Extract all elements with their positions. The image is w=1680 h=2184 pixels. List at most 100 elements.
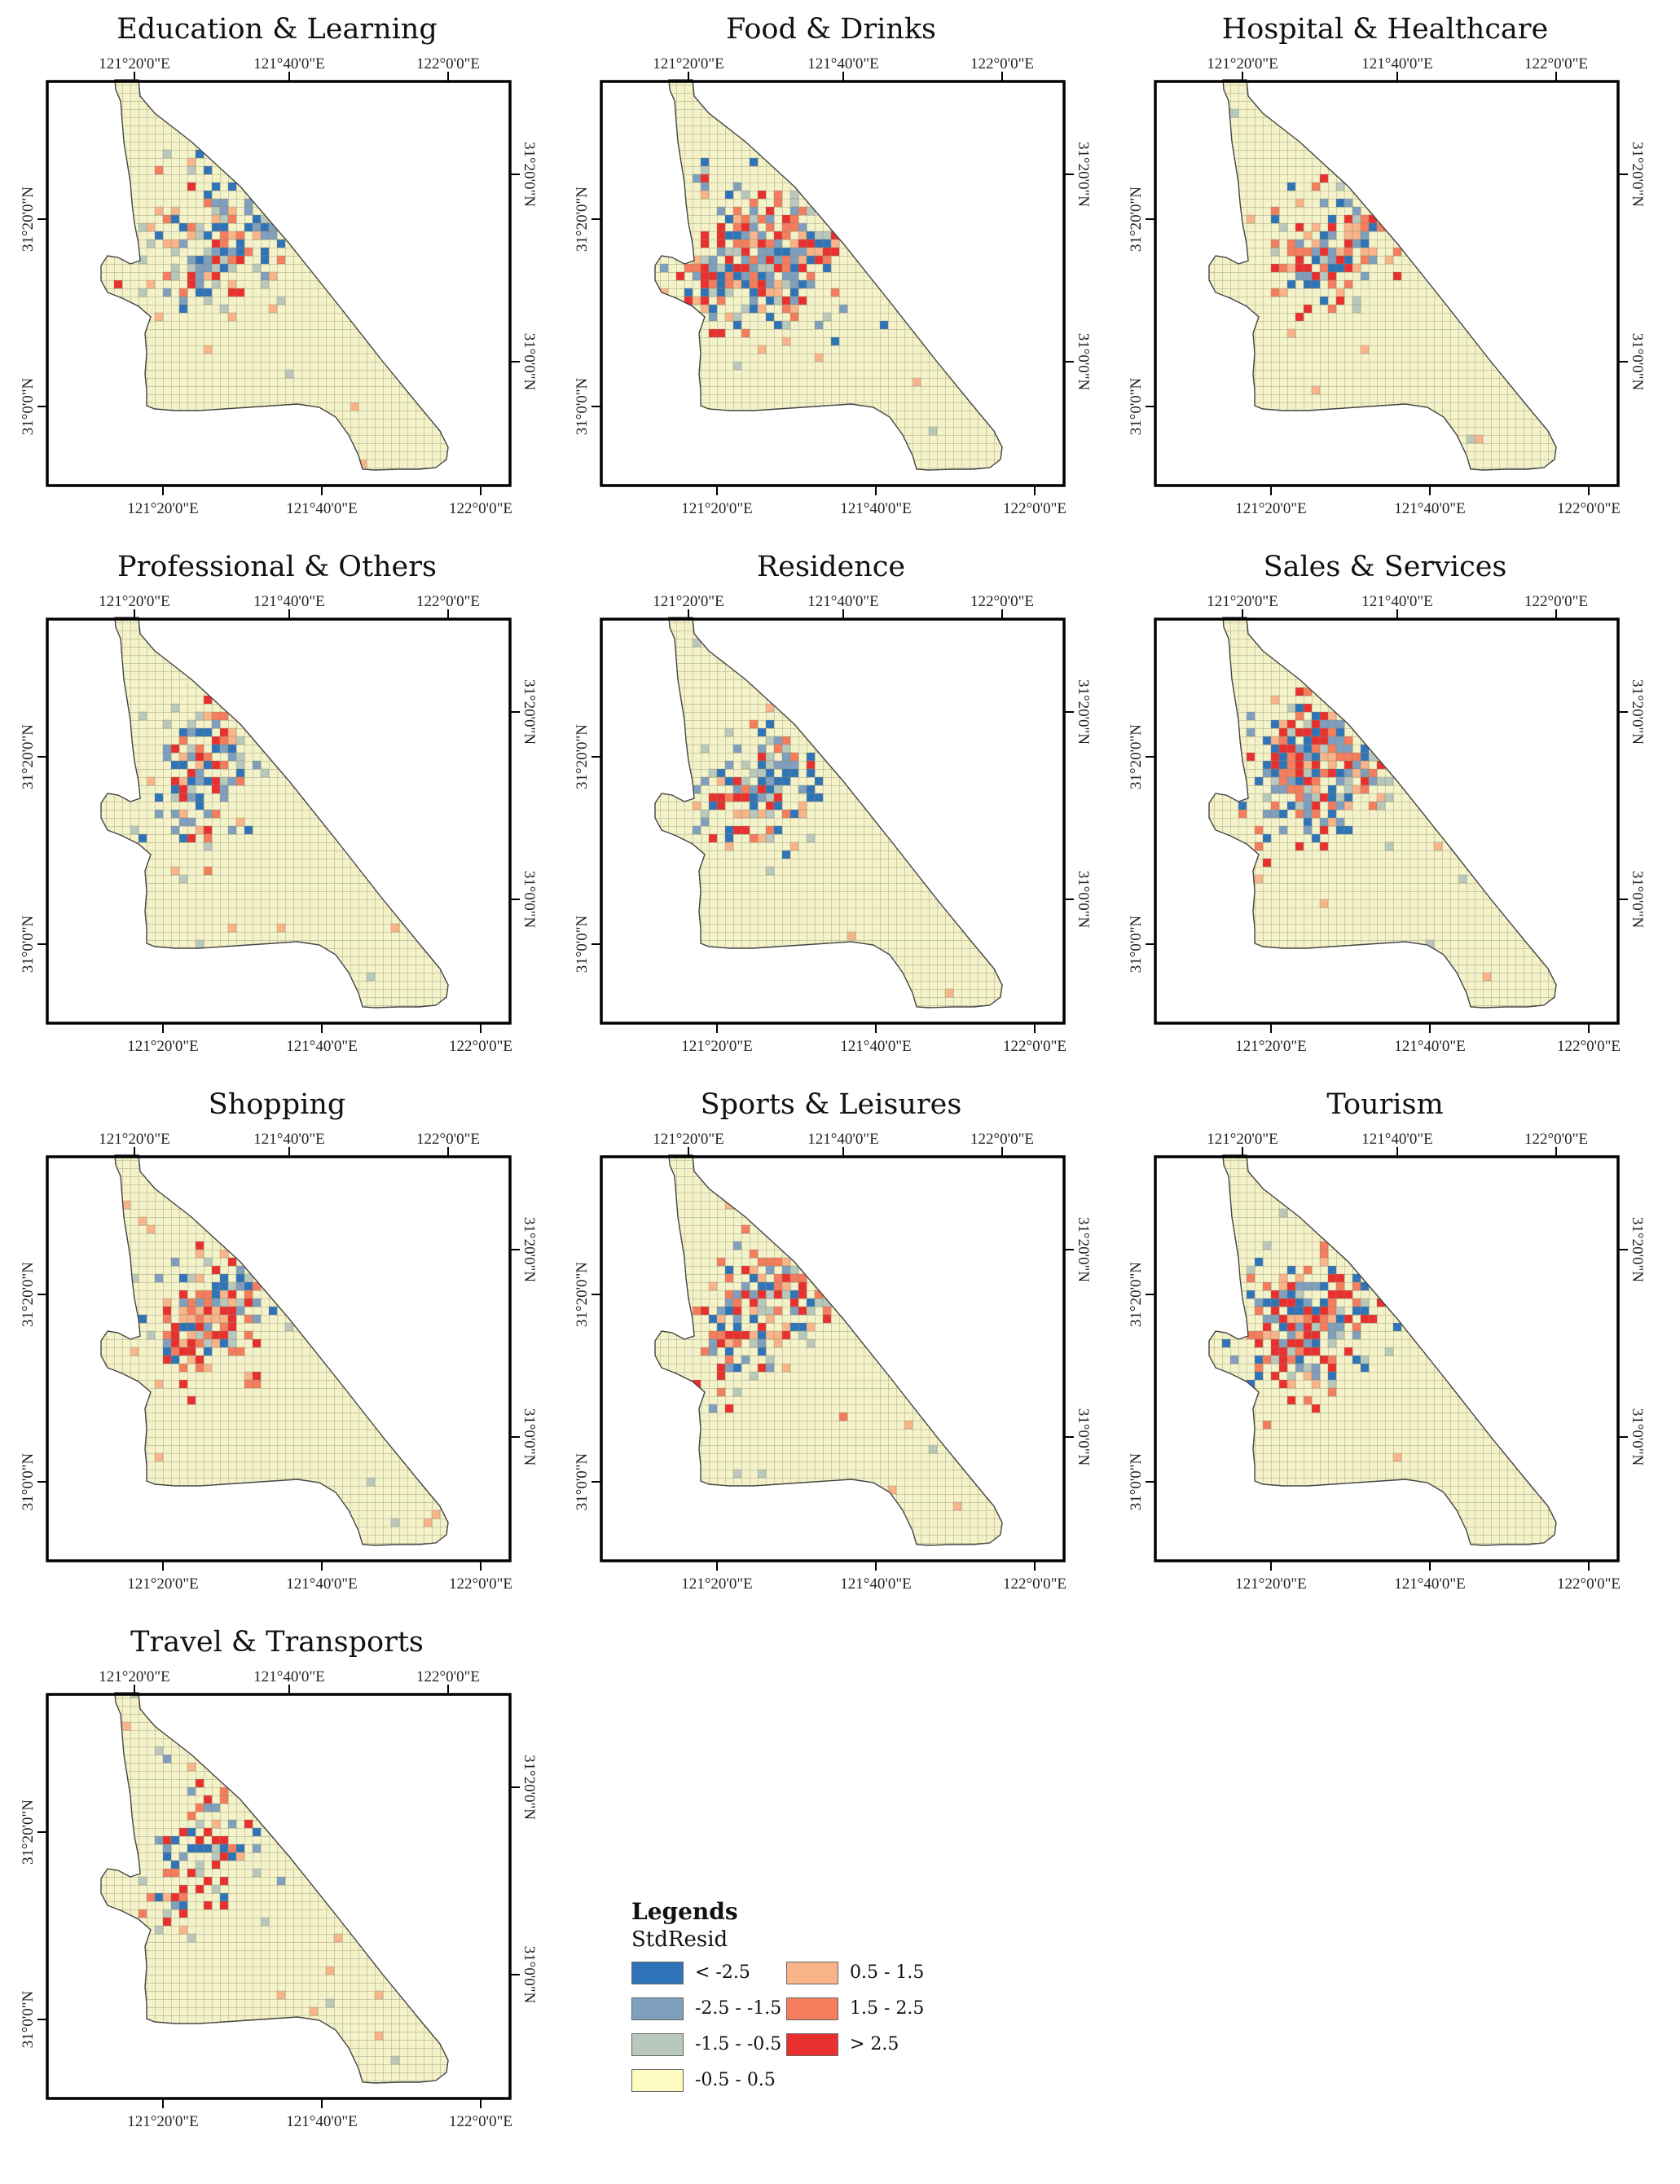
residual-cell [1286,727,1296,737]
residual-cell [749,1371,759,1381]
residual-cells [1229,108,1484,444]
residual-cell [741,263,750,273]
residual-cell [1303,768,1313,778]
residual-cell [773,1330,783,1340]
residual-cell [187,793,196,802]
residual-cell [252,760,262,770]
tick-label-right: 31°20'0"N [1629,142,1646,207]
residual-cell [757,263,767,273]
residual-cell [1278,1379,1288,1389]
residual-cell [252,214,262,224]
residual-cell [154,1273,164,1283]
residual-cell [366,972,376,982]
residual-cell [757,271,767,281]
residual-cell [1335,825,1345,835]
residual-cell [1262,736,1272,745]
residual-cell [798,1306,807,1316]
residual-cell [1278,727,1288,737]
residual-cell [741,825,750,835]
residual-cell [1278,1273,1288,1283]
residual-cell [1278,1338,1288,1348]
map-canvas: 121°20'0"E 121°40'0"E 122°0'0"E 121°20'0"E 1… [574,55,1092,517]
residual-cell [830,231,840,240]
residual-cell [765,719,775,729]
residual-cell [708,279,718,289]
residual-cell [1295,1306,1304,1316]
residual-cell [1368,222,1378,232]
residual-cell [211,182,221,191]
residual-cell [749,1338,759,1348]
residual-cell [1286,1322,1296,1332]
residual-cell [1278,784,1288,794]
study-area [101,1693,448,2083]
legend-swatch [786,1997,838,2020]
residual-cell [1254,1298,1264,1307]
tick-label-right: 31°20'0"N [521,1755,538,1820]
tick-label-top: 121°40'0"E [253,1668,324,1685]
residual-cell [1384,776,1394,786]
residual-cell [260,222,270,232]
residual-cell [219,727,229,737]
residual-cell [203,1363,213,1373]
residual-cell [757,1347,767,1356]
residual-cell [211,1281,221,1291]
residual-cell [138,1216,147,1226]
residual-cell [830,336,840,346]
residual-cell [1368,768,1378,778]
legend-label: > 2.5 [850,2034,899,2054]
residual-cell [741,809,750,819]
tick-label-left: 31°0'0"N [20,377,37,435]
residual-cell [765,288,775,297]
residual-cell [912,377,921,387]
residual-cell [227,279,237,289]
residual-cell [749,222,759,232]
residual-cell [170,1355,180,1364]
tick-label-bottom: 122°0'0"E [1557,500,1621,517]
residual-cell [1278,719,1288,729]
tick-label-bottom: 121°20'0"E [681,1038,752,1055]
residual-cell [1303,760,1313,770]
residual-cell [1319,198,1329,208]
residual-cell [765,752,775,762]
residual-cell [1327,752,1337,762]
residual-cell [219,784,229,794]
residual-cell [806,752,816,762]
residual-cell [1270,1290,1280,1299]
residual-cell [724,1330,734,1340]
residual-cell [1344,247,1353,257]
residual-cell [1303,271,1313,281]
residual-cell [195,231,205,240]
residual-cell [749,1265,759,1275]
tick-label-left: 31°20'0"N [574,724,591,789]
residual-cell [757,247,767,257]
residual-cell [211,1265,221,1275]
residual-cell [700,304,710,314]
residual-cell [765,255,775,265]
residual-cell [1335,752,1345,762]
residual-cell [814,247,824,257]
residual-cell [732,784,742,794]
residual-cell [219,1835,229,1845]
residual-cell [757,833,767,843]
residual-cell [431,1509,441,1519]
residual-cell [773,198,783,208]
residual-cell [203,255,213,265]
residual-cell [187,1827,196,1837]
residual-cell [716,263,726,273]
residual-cell [684,288,693,297]
residual-cell [732,271,742,281]
residual-cell [1238,809,1247,819]
residual-cell [781,1322,791,1332]
residual-cell [1286,1314,1296,1324]
residual-cell [749,1314,759,1324]
residual-cell [757,1330,767,1340]
residual-cell [1344,1347,1353,1356]
residual-cell [692,263,701,273]
residual-cell [1246,1273,1256,1283]
residual-cell [724,214,734,224]
tick-label-right: 31°20'0"N [1629,1217,1646,1282]
residual-cell [1327,1273,1337,1283]
residual-cell [1327,1290,1337,1299]
residual-cell [724,833,734,843]
residual-cell [741,271,750,281]
